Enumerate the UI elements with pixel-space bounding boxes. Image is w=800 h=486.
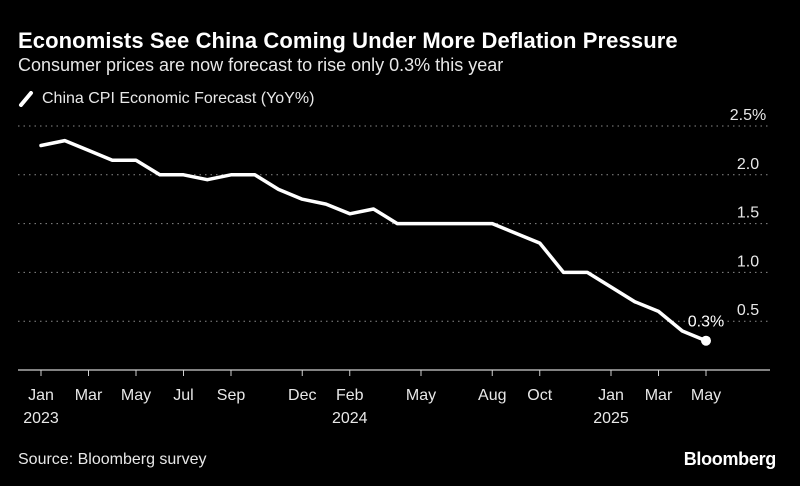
y-tick-label: 2.5%: [730, 107, 766, 124]
end-point-marker: [701, 335, 711, 346]
x-tick-year-label: 2025: [593, 410, 629, 427]
series-layer: [39, 138, 708, 343]
legend-swatch-icon: [19, 91, 33, 107]
y-tick-label: 2.0: [737, 156, 759, 173]
x-tick-label: May: [691, 387, 721, 404]
annotations: 0.3%: [688, 314, 724, 346]
y-tick-label: 0.5: [737, 302, 759, 319]
x-tick-label: Jul: [173, 387, 193, 404]
x-tick-label: Mar: [645, 387, 673, 404]
y-tick-label: 1.5: [737, 205, 759, 222]
x-tick-label: Feb: [336, 387, 364, 404]
x-axis: [18, 369, 770, 376]
x-tick-label: Jan: [28, 387, 54, 404]
bloomberg-logo: Bloomberg: [683, 449, 777, 469]
x-tick-label: May: [121, 387, 151, 404]
series-line: [39, 138, 708, 343]
source-note: Source: Bloomberg survey: [18, 451, 207, 468]
x-tick-label: Jan: [598, 387, 624, 404]
x-tick-year-label: 2024: [332, 410, 368, 427]
y-axis-labels: 0.5 1.0 1.5 2.0 2.5%: [730, 107, 766, 319]
chart-title: Economists See China Coming Under More D…: [18, 28, 678, 53]
end-value-label: 0.3%: [688, 314, 724, 331]
legend: China CPI Economic Forecast (YoY%): [18, 90, 314, 108]
x-tick-label: Aug: [478, 387, 506, 404]
x-tick-label: May: [406, 387, 436, 404]
x-tick-label: Oct: [527, 387, 552, 404]
x-tick-label: Mar: [75, 387, 103, 404]
x-tick-label: Dec: [288, 387, 316, 404]
x-axis-labels: Jan 2023 Mar May Jul Sep Dec Feb 2024 May Aug Oct Ja…: [23, 387, 721, 427]
x-tick-year-label: 2023: [23, 410, 59, 427]
legend-label: China CPI Economic Forecast (YoY%): [42, 90, 315, 107]
chart-subtitle: Consumer prices are now forecast to rise…: [18, 55, 504, 75]
x-tick-label: Sep: [217, 387, 246, 404]
y-tick-label: 1.0: [737, 253, 759, 270]
